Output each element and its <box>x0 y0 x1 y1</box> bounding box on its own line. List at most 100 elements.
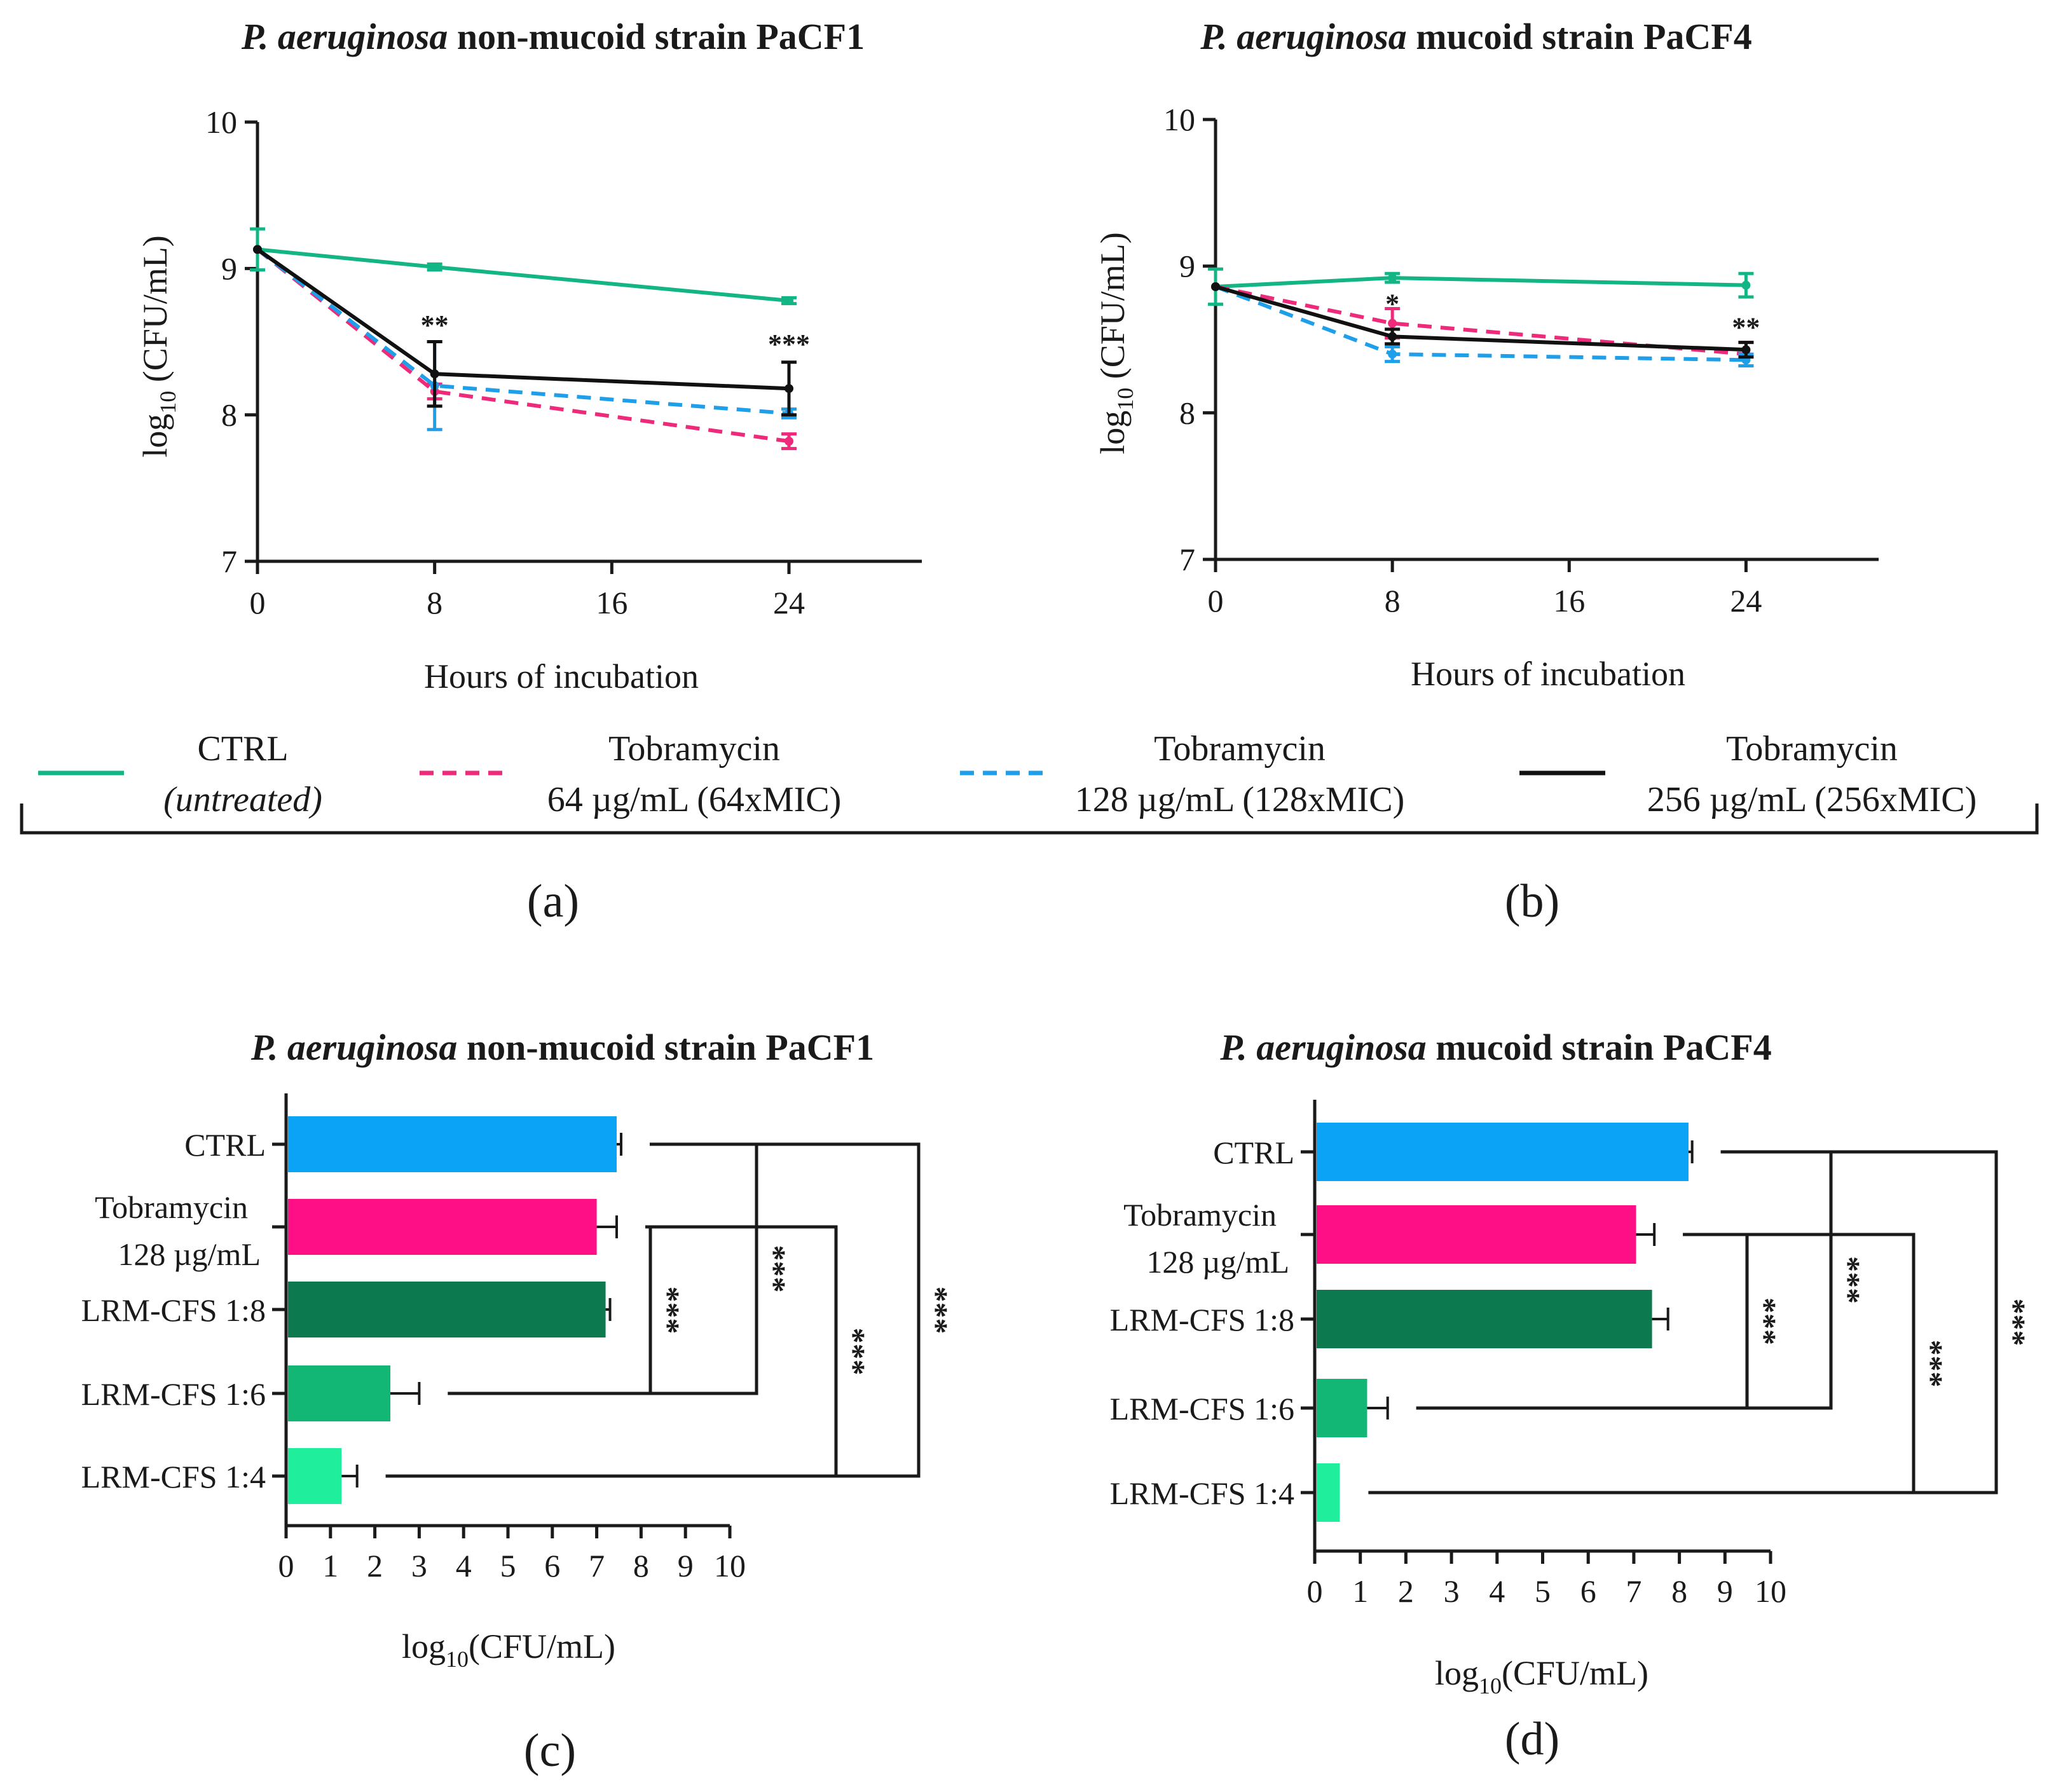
legend-label-line2-0: (untreated) <box>163 780 322 819</box>
chart-d-significance-bracket <box>1416 1150 1833 1410</box>
chart-d-category-label: LRM-CFS 1:6 <box>1110 1391 1294 1426</box>
chart-c-x-tick-label: 10 <box>714 1548 746 1583</box>
chart-b-data-point <box>1388 318 1397 328</box>
chart-d-title-italic: P. aeruginosa <box>1219 1027 1426 1068</box>
chart-a-data-point <box>785 437 793 446</box>
legend-label-line1-3: Tobramycin <box>1726 729 1898 769</box>
chart-b-data-point <box>1211 282 1220 291</box>
chart-d-x-tick-label: 6 <box>1580 1573 1596 1609</box>
chart-d-bar-0 <box>1317 1123 1689 1181</box>
chart-b-ylabel-sub: 10 <box>1113 388 1138 411</box>
chart-c-bar-0 <box>288 1116 617 1172</box>
chart-c-significance-label: *** <box>659 1287 694 1334</box>
chart-d-x-tick-label: 0 <box>1307 1573 1323 1609</box>
chart-c-xlabel-sub: 10 <box>446 1646 469 1672</box>
chart-d-x-tick-label: 3 <box>1444 1573 1460 1609</box>
chart-a-xlabel: Hours of incubation <box>424 657 699 695</box>
chart-a-series-line-0 <box>257 247 790 303</box>
chart-b-data-point <box>1741 345 1751 355</box>
chart-b-y-tick-label: 10 <box>1163 102 1195 137</box>
chart-a-significance-label: ** <box>421 310 449 341</box>
chart-a-y-tick-label: 10 <box>205 104 237 140</box>
chart-c-bar-4 <box>288 1448 342 1504</box>
chart-c-non-mucoid-bars: P. aeruginosa non-mucoid strain PaCF1 lo… <box>81 1027 963 1777</box>
chart-c-x-tick-label: 6 <box>544 1548 560 1583</box>
chart-c-category-label: Tobramycin <box>95 1189 248 1225</box>
chart-d-category-label: LRM-CFS 1:4 <box>1110 1475 1294 1511</box>
chart-c-x-tick-label: 7 <box>589 1548 605 1583</box>
chart-b-ylabel-rest: (CFU/mL) <box>1093 232 1132 388</box>
chart-d-plot: 0 1 2 3 4 5 6 7 8 9 10 CTRL Tobramycin 128 µg/mL LRM-C… <box>1110 1100 2040 1609</box>
chart-c-significance-label: *** <box>927 1287 963 1334</box>
chart-c-category-label: LRM-CFS 1:6 <box>81 1376 266 1412</box>
chart-a-title-italic: P. aeruginosa <box>241 16 448 57</box>
chart-d-significance-label: *** <box>2005 1299 2040 1346</box>
chart-c-significance-bracket <box>448 1142 758 1395</box>
chart-b-x-tick-label: 8 <box>1385 583 1401 619</box>
chart-c-bar-1 <box>288 1199 597 1255</box>
chart-c-xlabel-rest: (CFU/mL) <box>469 1627 615 1665</box>
chart-d-significance-label: *** <box>1839 1256 1875 1304</box>
chart-a-ylabel-main: log <box>136 414 174 458</box>
chart-b-significance-label: * <box>1385 288 1399 319</box>
chart-b-ylabel-main: log <box>1093 411 1132 455</box>
chart-a-significance-label: *** <box>768 329 810 360</box>
chart-b-data-point <box>1388 273 1397 283</box>
chart-a-series-line-1 <box>256 248 790 444</box>
chart-c-x-tick-label: 8 <box>633 1548 649 1583</box>
chart-a-panel-label: (a) <box>527 875 579 927</box>
chart-c-title-italic: P. aeruginosa <box>250 1027 457 1068</box>
chart-d-category-label-line2: 128 µg/mL <box>1146 1244 1289 1280</box>
chart-a-non-mucoid-time-kill: P. aeruginosa non-mucoid strain PaCF1 lo… <box>136 16 922 927</box>
chart-c-title: P. aeruginosa non-mucoid strain PaCF1 <box>250 1027 874 1068</box>
chart-d-bar-2 <box>1317 1290 1652 1348</box>
chart-a-y-tick-label: 8 <box>221 397 237 433</box>
chart-d-x-tick-label: 1 <box>1352 1573 1368 1609</box>
chart-d-category-label: LRM-CFS 1:8 <box>1110 1302 1294 1337</box>
chart-c-xlabel: log10(CFU/mL) <box>402 1627 615 1672</box>
chart-d-significance-label: *** <box>1922 1340 1957 1388</box>
chart-a-data-point <box>430 263 439 272</box>
legend-items: CTRL (untreated) Tobramycin 64 µg/mL (64xMI… <box>38 729 1977 819</box>
chart-d-mucoid-bars: P. aeruginosa mucoid strain PaCF4 log 10 (… <box>1110 1027 2040 1765</box>
chart-a-series-line-3 <box>256 247 790 391</box>
chart-b-data-point <box>1388 350 1397 359</box>
chart-d-xlabel-main: log <box>1435 1654 1479 1692</box>
chart-c-category-label-line2: 128 µg/mL <box>118 1236 261 1272</box>
chart-a-ylabel-sub: 10 <box>155 391 181 414</box>
chart-a-y-tick-label: 7 <box>221 544 237 579</box>
chart-d-title: P. aeruginosa mucoid strain PaCF4 <box>1219 1027 1771 1068</box>
chart-b-ylabel: log10 (CFU/mL) <box>1093 232 1138 455</box>
chart-c-category-label: CTRL <box>184 1127 266 1163</box>
chart-d-panel-label: (d) <box>1505 1713 1559 1765</box>
chart-c-plot: 0 1 2 3 4 5 6 7 8 9 10 CTRL Tobramycin 128 µg/mL LRM-C… <box>81 1093 963 1583</box>
chart-d-category-label: Tobramycin <box>1123 1197 1277 1233</box>
chart-b-xlabel: Hours of incubation <box>1411 655 1685 693</box>
chart-d-significance-bracket <box>1368 1150 1998 1494</box>
chart-b-series-line-0 <box>1215 276 1746 289</box>
chart-d-bar-1 <box>1317 1205 1636 1264</box>
chart-a-data-point <box>430 369 439 379</box>
chart-b-title-italic: P. aeruginosa <box>1200 16 1406 57</box>
chart-c-x-tick-label: 1 <box>322 1548 338 1583</box>
chart-a-x-tick-label: 0 <box>250 585 266 620</box>
chart-d-x-tick-label: 10 <box>1755 1573 1786 1609</box>
chart-b-title-rest: mucoid strain PaCF4 <box>1407 16 1752 57</box>
chart-d-x-tick-label: 8 <box>1671 1573 1687 1609</box>
legend-label-line1-2: Tobramycin <box>1154 729 1326 769</box>
chart-c-x-tick-label: 4 <box>456 1548 472 1583</box>
legend-label-line2-3: 256 µg/mL (256xMIC) <box>1647 780 1977 819</box>
chart-b-title: P. aeruginosa mucoid strain PaCF4 <box>1200 16 1751 57</box>
legend-bracket <box>20 804 2039 835</box>
chart-c-significance-label: *** <box>765 1245 800 1293</box>
chart-c-bar-2 <box>288 1282 606 1337</box>
chart-b-mucoid-time-kill: P. aeruginosa mucoid strain PaCF4 log10 … <box>1093 16 1879 927</box>
chart-b-x-tick-label: 16 <box>1553 583 1585 619</box>
chart-c-x-tick-label: 5 <box>500 1548 516 1583</box>
chart-d-category-label: CTRL <box>1213 1135 1294 1170</box>
chart-c-significance-bracket <box>385 1142 921 1478</box>
chart-c-x-tick-label: 3 <box>411 1548 427 1583</box>
legend-label-line1-1: Tobramycin <box>608 729 780 769</box>
